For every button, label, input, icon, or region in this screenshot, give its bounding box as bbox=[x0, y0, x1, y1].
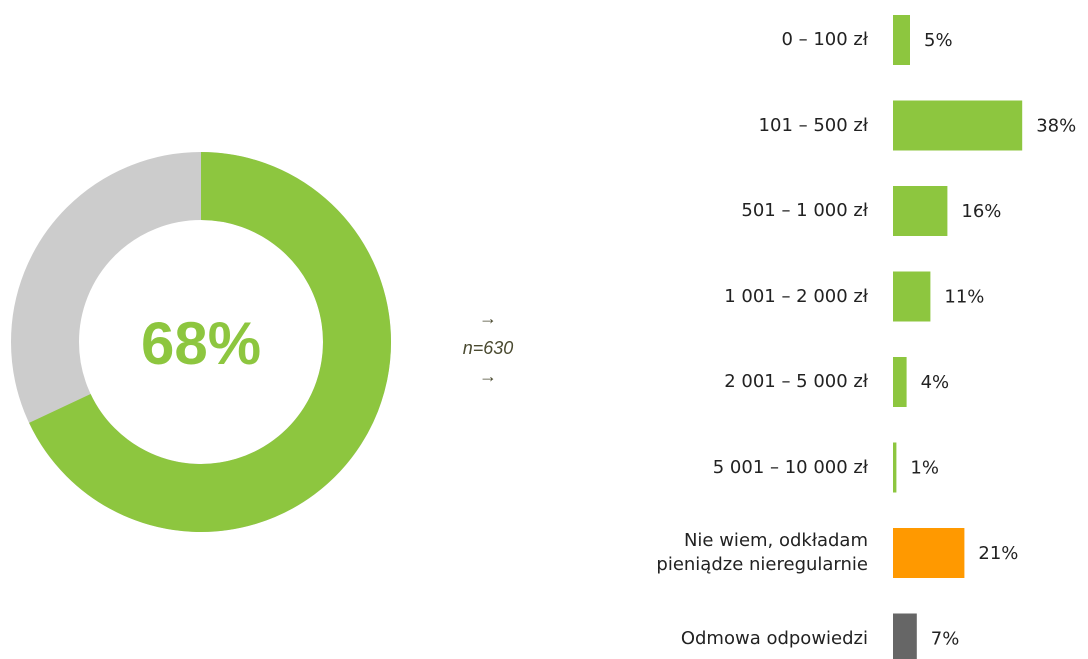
category-label: 2 001 – 5 000 zł bbox=[724, 371, 868, 392]
value-label: 4% bbox=[921, 372, 950, 393]
category-label: 0 – 100 zł bbox=[781, 29, 868, 50]
category-label: 101 – 500 zł bbox=[758, 114, 868, 136]
value-label: 1% bbox=[910, 458, 939, 479]
bar bbox=[893, 613, 917, 659]
category-label: 501 – 1 000 zł bbox=[741, 200, 868, 221]
value-label: 16% bbox=[961, 201, 1001, 222]
value-label: 5% bbox=[924, 30, 953, 51]
bar bbox=[893, 528, 965, 578]
annotation: → bbox=[479, 366, 497, 386]
donut-center-label: 68% bbox=[141, 310, 261, 377]
value-label: 7% bbox=[931, 629, 960, 650]
bar bbox=[893, 186, 948, 236]
value-label: 38% bbox=[1036, 116, 1076, 137]
bar bbox=[893, 271, 931, 322]
annotation: → bbox=[479, 308, 497, 328]
donut-arc bbox=[29, 152, 391, 532]
bar bbox=[893, 357, 907, 407]
bar bbox=[893, 15, 910, 65]
value-label: 11% bbox=[944, 287, 984, 308]
annotation: n=630 bbox=[463, 338, 514, 358]
category-label: 1 001 – 2 000 zł bbox=[724, 285, 868, 307]
category-label: Odmowa odpowiedzi bbox=[680, 627, 868, 649]
bar bbox=[893, 442, 897, 493]
bar bbox=[893, 100, 1023, 151]
category-label: 5 001 – 10 000 zł bbox=[712, 456, 868, 478]
category-label: Nie wiem, odkładam pieniądze nieregularn… bbox=[656, 530, 868, 575]
value-label: 21% bbox=[978, 543, 1018, 564]
